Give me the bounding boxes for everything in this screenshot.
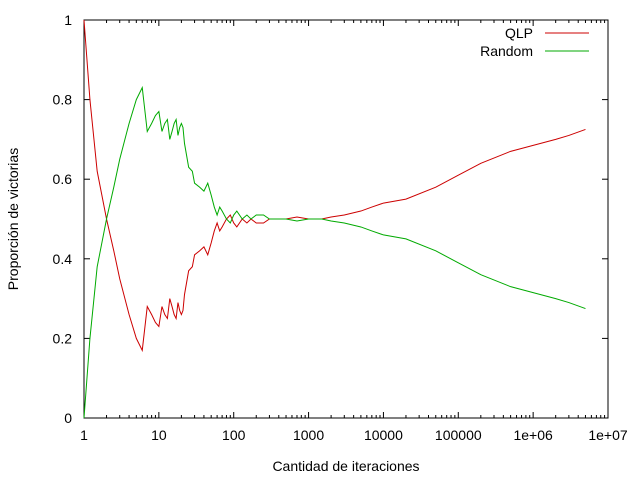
x-axis-label: Cantidad de iteraciones: [272, 458, 419, 474]
y-tick-label: 0: [64, 410, 72, 426]
x-tick-label: 100: [222, 427, 246, 443]
legend-label: QLP: [505, 25, 533, 41]
legend-label: Random: [480, 43, 533, 59]
y-tick-label: 0.2: [53, 330, 73, 346]
legend: QLP Random: [480, 25, 589, 59]
x-tick-label: 10: [151, 427, 167, 443]
y-tick-label: 0.8: [53, 92, 73, 108]
x-tick-label: 1e+07: [588, 427, 628, 443]
x-tick-label: 10000: [364, 427, 403, 443]
y-tick-label: 1: [64, 12, 72, 28]
series-line-random: [83, 85, 586, 419]
x-tick-label: 1e+06: [513, 427, 553, 443]
series-line-qlp: [83, 19, 586, 353]
plot-frame: [83, 19, 609, 419]
y-tick-label: 0.6: [53, 171, 73, 187]
series-layer: [83, 19, 586, 419]
x-tick-label: 100000: [435, 427, 482, 443]
y-axis-label: Proporción de victorias: [5, 148, 21, 290]
x-tick-label: 1000: [293, 427, 324, 443]
x-tick-label: 1: [80, 427, 88, 443]
y-tick-label: 0.4: [53, 251, 73, 267]
y-axis: 0 0.2 0.4 0.6 0.8 1: [53, 12, 608, 426]
x-axis: 1 10 100 1000 10000 100000 1e+06 1e+07: [80, 20, 628, 443]
